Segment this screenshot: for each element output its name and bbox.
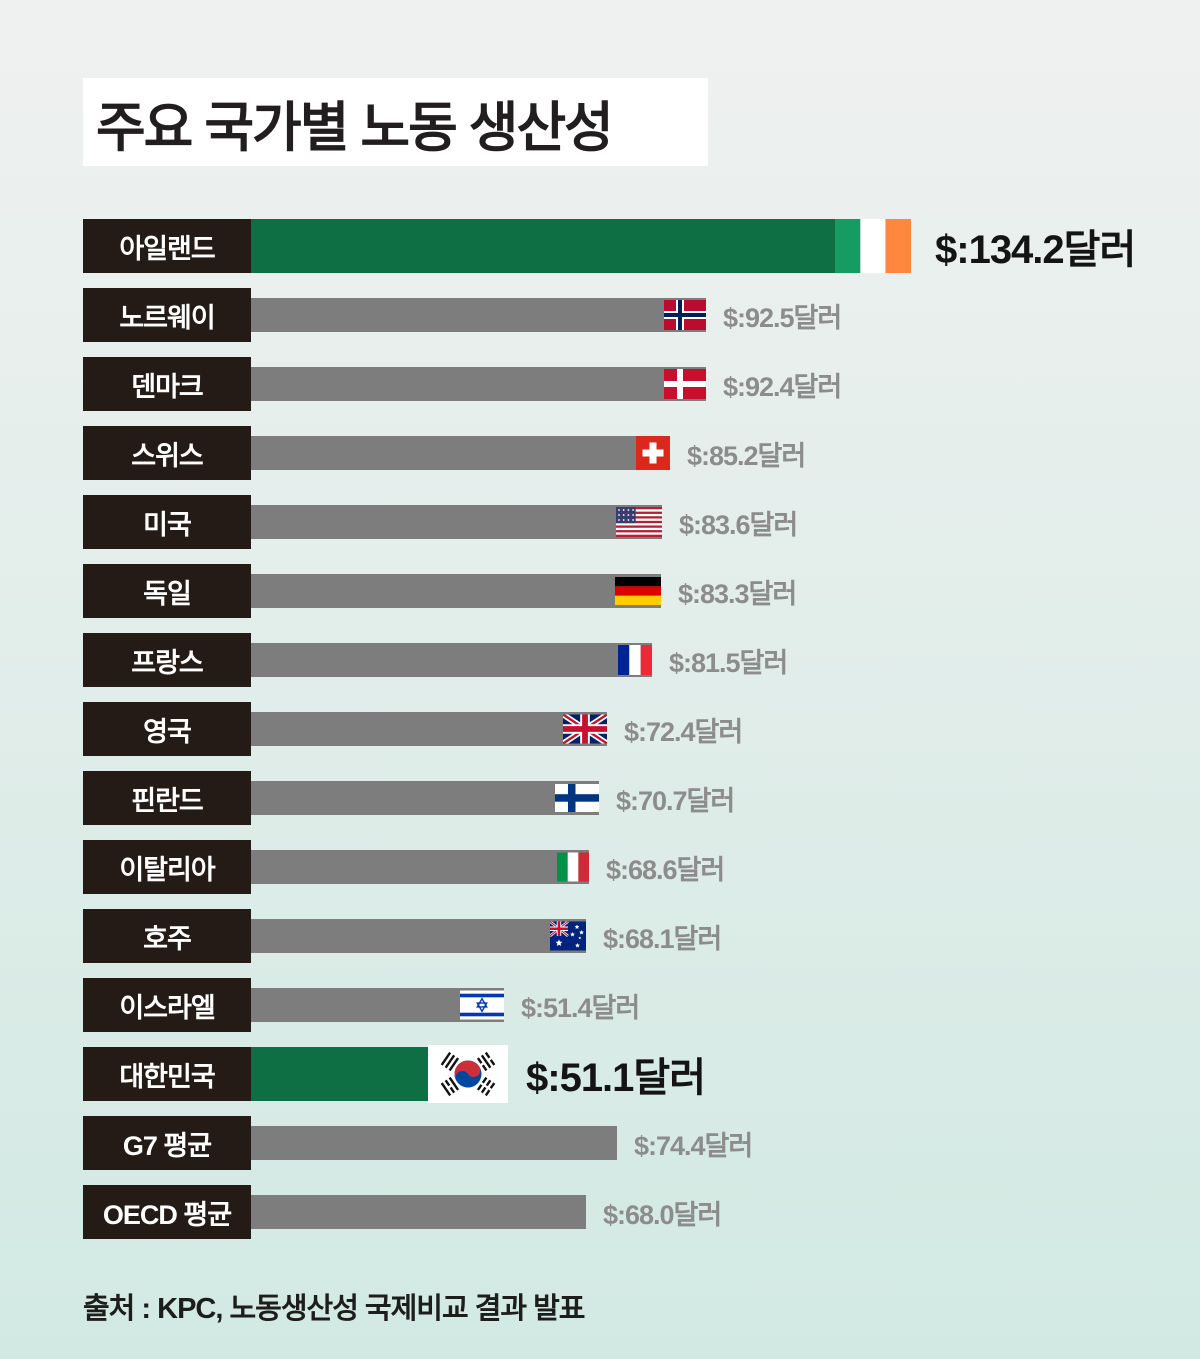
category-label: 덴마크 — [83, 357, 251, 411]
value-label: $:134.2달러 — [935, 228, 1136, 272]
value-label: $:51.4달러 — [521, 992, 640, 1023]
category-label: G7 평균 — [83, 1116, 251, 1170]
bar-area: $:81.5달러 — [251, 633, 788, 687]
bar-area: $:83.3달러 — [251, 564, 797, 618]
category-label: 프랑스 — [83, 633, 251, 687]
category-label: 호주 — [83, 909, 251, 963]
category-label: 미국 — [83, 495, 251, 549]
category-label: 이탈리아 — [83, 840, 251, 894]
flag-denmark-icon — [664, 369, 706, 399]
bar-area: $:68.6달러 — [251, 840, 725, 894]
title-box: 주요 국가별 노동 생산성 — [83, 78, 708, 166]
value-label: $:83.3달러 — [678, 578, 797, 609]
value-bar — [251, 850, 589, 884]
value-bar — [251, 574, 661, 608]
source-note: 출처 : KPC, 노동생산성 국제비교 결과 발표 — [83, 1293, 586, 1325]
value-bar — [251, 643, 652, 677]
flag-uk-icon — [563, 714, 607, 744]
flag-norway-icon — [664, 300, 706, 330]
value-label: $:74.4달러 — [634, 1130, 753, 1161]
category-label: 이스라엘 — [83, 978, 251, 1032]
bar-row: 이스라엘 $:51.4달러 — [83, 978, 1200, 1032]
value-bar — [251, 1195, 586, 1229]
bar-row: 노르웨이 $:92.5달러 — [83, 288, 1200, 342]
bar-area: $:70.7달러 — [251, 771, 735, 825]
value-bar — [251, 712, 607, 746]
bar-area: $:74.4달러 — [251, 1116, 753, 1170]
value-bar — [251, 505, 662, 539]
chart-title: 주요 국가별 노동 생산성 — [96, 97, 614, 158]
bar-row: 덴마크 $:92.4달러 — [83, 357, 1200, 411]
flag-switzerland-icon — [636, 436, 670, 470]
flag-usa-icon — [616, 507, 662, 537]
bar-area: $:51.1달러 — [251, 1045, 706, 1103]
value-label: $:85.2달러 — [687, 440, 806, 471]
value-label: $:70.7달러 — [616, 785, 735, 816]
bar-area: $:83.6달러 — [251, 495, 798, 549]
value-label: $:92.4달러 — [723, 371, 842, 402]
flag-france-icon — [618, 645, 652, 675]
flag-finland-icon — [555, 784, 599, 812]
category-label: 영국 — [83, 702, 251, 756]
value-bar — [251, 1126, 617, 1160]
value-label: $:68.6달러 — [606, 854, 725, 885]
bar-area: $:92.4달러 — [251, 357, 842, 411]
bar-area: $:92.5달러 — [251, 288, 842, 342]
bar-area: $:85.2달러 — [251, 426, 806, 480]
value-bar — [251, 988, 504, 1022]
value-bar — [251, 1045, 508, 1103]
category-label: 노르웨이 — [83, 288, 251, 342]
bar-row: 대한민국 $:51.1달러 — [83, 1045, 1200, 1103]
category-label: 대한민국 — [83, 1047, 251, 1101]
value-bar — [251, 436, 670, 470]
value-bar — [251, 298, 706, 332]
bar-row: 호주 $:68.1달러 — [83, 909, 1200, 963]
flag-south-korea-icon — [428, 1045, 508, 1103]
category-label: 스위스 — [83, 426, 251, 480]
bar-row: 영국 $:72.4달러 — [83, 702, 1200, 756]
value-label: $:51.1달러 — [526, 1056, 706, 1100]
category-label: OECD 평균 — [83, 1185, 251, 1239]
bar-row: OECD 평균 $:68.0달러 — [83, 1185, 1200, 1239]
bar-area: $:68.1달러 — [251, 909, 722, 963]
bar-row: 프랑스 $:81.5달러 — [83, 633, 1200, 687]
bar-row: G7 평균 $:74.4달러 — [83, 1116, 1200, 1170]
bar-area: $:134.2달러 — [251, 219, 1136, 273]
flag-israel-icon — [460, 990, 504, 1020]
value-bar — [251, 781, 599, 815]
category-label: 핀란드 — [83, 771, 251, 825]
flag-australia-icon — [550, 921, 586, 951]
category-label: 아일랜드 — [83, 219, 251, 273]
value-label: $:72.4달러 — [624, 716, 743, 747]
value-label: $:83.6달러 — [679, 509, 798, 540]
value-bar — [251, 367, 706, 401]
flag-ireland-icon — [835, 219, 911, 273]
bar-row: 아일랜드 $:134.2달러 — [83, 219, 1200, 273]
value-bar — [251, 219, 911, 273]
value-label: $:68.0달러 — [603, 1199, 722, 1230]
bar-row: 미국 $:83.6달러 — [83, 495, 1200, 549]
value-label: $:92.5달러 — [723, 302, 842, 333]
bar-row: 핀란드 $:70.7달러 — [83, 771, 1200, 825]
value-label: $:68.1달러 — [603, 923, 722, 954]
bar-row: 이탈리아 $:68.6달러 — [83, 840, 1200, 894]
flag-germany-icon — [615, 577, 661, 605]
bar-area: $:72.4달러 — [251, 702, 743, 756]
value-label: $:81.5달러 — [669, 647, 788, 678]
category-label: 독일 — [83, 564, 251, 618]
value-bar — [251, 919, 586, 953]
bar-row: 독일 $:83.3달러 — [83, 564, 1200, 618]
bar-area: $:68.0달러 — [251, 1185, 722, 1239]
flag-italy-icon — [557, 852, 589, 882]
bar-area: $:51.4달러 — [251, 978, 640, 1032]
bar-row: 스위스 $:85.2달러 — [83, 426, 1200, 480]
